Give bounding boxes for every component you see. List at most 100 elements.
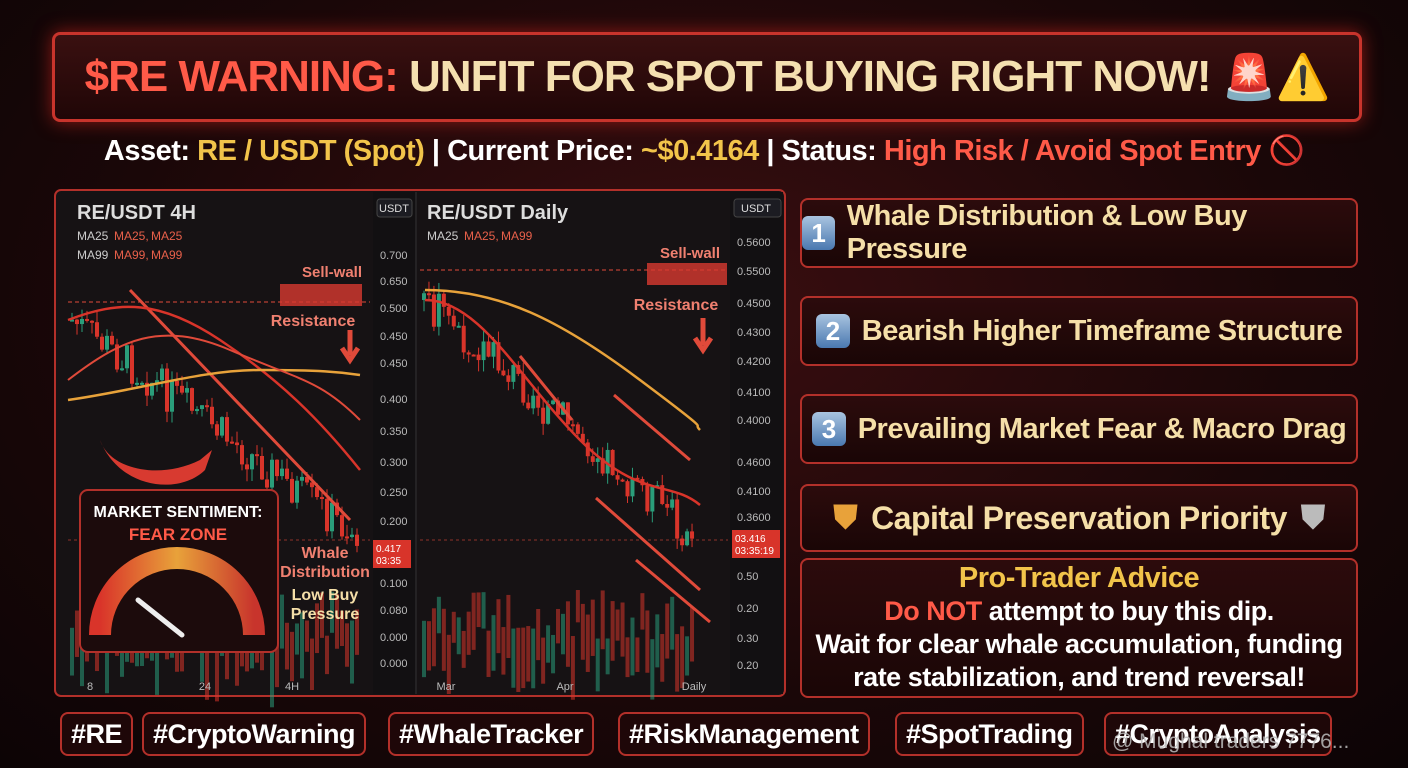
ma-label: MA99, bbox=[114, 248, 149, 262]
candle-body bbox=[115, 344, 119, 370]
x-tick-label: 24 bbox=[199, 681, 211, 693]
candle-body bbox=[481, 341, 486, 361]
y-tick-label: 0.30 bbox=[737, 633, 758, 645]
hashtag: #SpotTrading bbox=[895, 712, 1084, 756]
card-text: Whale Distribution & Low Buy Pressure bbox=[846, 200, 1248, 265]
hashtag: #CryptoAnalysis bbox=[1104, 712, 1332, 756]
asset-label: Asset: bbox=[103, 135, 190, 167]
candle-body bbox=[205, 405, 209, 408]
candle-body bbox=[110, 335, 114, 345]
candle-body bbox=[635, 477, 640, 480]
candle-body bbox=[260, 456, 264, 480]
status: High Risk / Avoid Spot Entry bbox=[883, 135, 1262, 167]
candle-body bbox=[665, 503, 670, 508]
volume-bar bbox=[615, 609, 620, 641]
card-number: 1 bbox=[802, 216, 835, 250]
status-label: | Status: bbox=[766, 135, 877, 167]
candle-body bbox=[120, 368, 124, 371]
sell-wall-box bbox=[647, 263, 727, 285]
x-tick-label: 8 bbox=[87, 681, 93, 693]
candle-body bbox=[675, 499, 680, 539]
y-tick-label: 0.4200 bbox=[737, 356, 771, 368]
candle-body bbox=[240, 445, 244, 465]
price-tag bbox=[373, 540, 411, 568]
candle-body bbox=[185, 388, 189, 393]
volume-bar bbox=[536, 609, 541, 661]
candle-body bbox=[300, 476, 304, 481]
candle-body bbox=[511, 365, 516, 382]
annotation: Pressure bbox=[291, 606, 360, 623]
volume-bar bbox=[685, 636, 690, 676]
candle-body bbox=[275, 459, 279, 477]
candle-body bbox=[551, 400, 556, 405]
candle-body bbox=[610, 449, 615, 476]
candle-body bbox=[350, 534, 354, 537]
candle-body bbox=[270, 459, 274, 488]
candle-body bbox=[526, 402, 531, 409]
volume-bar bbox=[610, 601, 615, 661]
y-tick-label: 0.5600 bbox=[737, 237, 771, 249]
y-tick-label: 0.4100 bbox=[737, 486, 771, 498]
sentiment-title: MARKET SENTIMENT: bbox=[94, 504, 263, 521]
advice-line: Wait for clear whale accumulation, fundi… bbox=[815, 629, 1343, 659]
x-tick-label: Mar bbox=[437, 681, 456, 693]
annotation: Distribution bbox=[280, 564, 370, 581]
y-tick-label: 0.100 bbox=[380, 578, 408, 590]
candle-body bbox=[255, 454, 259, 457]
candle-body bbox=[461, 325, 466, 353]
candle-body bbox=[625, 481, 630, 497]
sentiment-value: FEAR ZONE bbox=[129, 525, 227, 544]
candle-body bbox=[200, 405, 204, 410]
advice-title: Pro-Trader Advice bbox=[958, 562, 1200, 594]
volume-bar bbox=[501, 627, 506, 675]
whale-icon bbox=[100, 440, 212, 485]
candle-body bbox=[466, 352, 471, 355]
candle-body bbox=[446, 306, 451, 316]
candle-body bbox=[145, 382, 149, 396]
volume-bar bbox=[461, 630, 466, 668]
volume-bar bbox=[320, 592, 324, 638]
candle-body bbox=[245, 464, 249, 470]
ma-label: MA25, bbox=[114, 229, 149, 243]
price-tag-label: 03.416 bbox=[735, 534, 766, 545]
candle-body bbox=[230, 441, 234, 444]
candle-body bbox=[95, 322, 99, 337]
y-tick-label: 0.080 bbox=[380, 605, 408, 617]
annotation: Resistance bbox=[634, 297, 719, 314]
candle-body bbox=[130, 345, 134, 384]
candle-body bbox=[546, 404, 551, 424]
volume-bar bbox=[541, 637, 546, 684]
candle-body bbox=[585, 442, 590, 457]
arrow bbox=[339, 330, 361, 365]
volume-bar bbox=[476, 592, 481, 628]
volume-bar bbox=[556, 608, 561, 644]
volume-bar bbox=[310, 638, 314, 691]
volume-bar bbox=[660, 634, 665, 682]
arrow bbox=[128, 288, 711, 624]
y-tick-label: 0.300 bbox=[380, 457, 408, 469]
volume-bar bbox=[325, 635, 329, 675]
volume-bar bbox=[280, 594, 284, 649]
candle-body bbox=[575, 424, 580, 434]
volume-bar bbox=[585, 614, 590, 672]
volume-bar bbox=[481, 592, 486, 629]
candle-body bbox=[496, 342, 501, 371]
volume-bar bbox=[690, 606, 695, 662]
volume-bar bbox=[436, 596, 441, 634]
candle-body bbox=[190, 388, 194, 411]
candle-body bbox=[320, 497, 324, 500]
annotation: Resistance bbox=[271, 313, 356, 330]
y-tick-label: 0.4600 bbox=[737, 457, 771, 469]
ma-line bbox=[67, 305, 361, 471]
candle-body bbox=[570, 424, 575, 427]
volume-bar bbox=[105, 632, 109, 694]
candle-body bbox=[335, 502, 339, 516]
y-tick-label: 0.350 bbox=[380, 426, 408, 438]
candle-body bbox=[195, 409, 199, 412]
volume-bar bbox=[620, 602, 625, 657]
candle-body bbox=[660, 485, 665, 504]
advice-card: Pro-Trader Advice Do NOT attempt to buy … bbox=[800, 558, 1358, 698]
candle-body bbox=[456, 325, 461, 328]
volume-bar bbox=[350, 620, 354, 684]
candle-body bbox=[645, 485, 650, 512]
